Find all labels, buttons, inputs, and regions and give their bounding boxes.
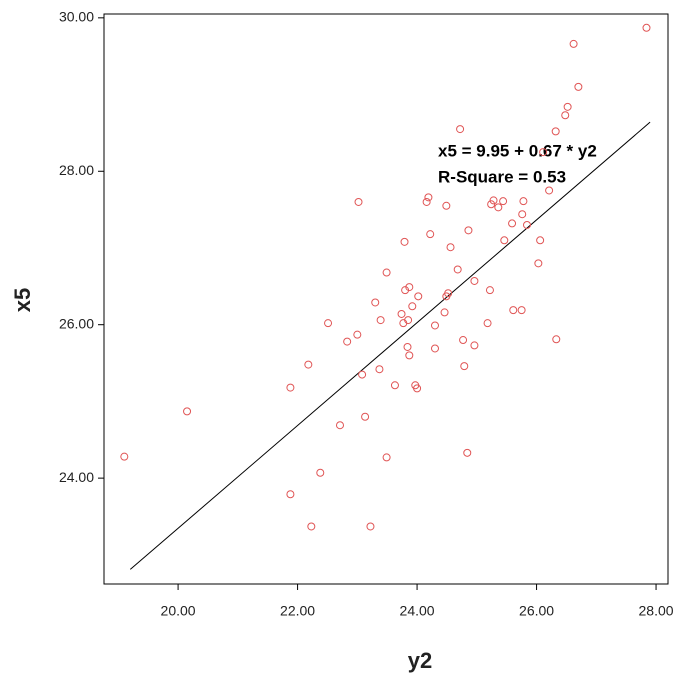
point	[397, 309, 406, 318]
x-tick-label: 22.00	[280, 603, 315, 619]
point	[390, 381, 399, 390]
point	[489, 196, 498, 205]
point	[324, 319, 333, 328]
point	[485, 286, 494, 295]
point	[642, 23, 651, 32]
point	[456, 125, 465, 134]
point	[307, 522, 316, 531]
point	[424, 193, 433, 202]
point	[403, 342, 412, 351]
point	[499, 197, 508, 206]
point	[536, 236, 545, 245]
point	[534, 259, 543, 268]
point	[545, 186, 554, 195]
point	[376, 316, 385, 325]
point	[444, 289, 453, 298]
y-tick-label: 26.00	[59, 315, 94, 331]
point	[470, 276, 479, 285]
point	[552, 335, 561, 344]
regression-line	[129, 121, 651, 570]
point	[442, 201, 451, 210]
point	[413, 384, 422, 393]
point	[519, 197, 528, 206]
point	[354, 197, 363, 206]
point	[539, 148, 548, 157]
y-tick-label: 28.00	[59, 162, 94, 178]
point	[563, 102, 572, 111]
point	[335, 421, 344, 430]
point	[569, 39, 578, 48]
r-square: R-Square = 0.53	[438, 167, 566, 186]
point	[430, 344, 439, 353]
point	[408, 302, 417, 311]
point	[561, 111, 570, 120]
point	[483, 319, 492, 328]
point	[500, 236, 509, 245]
point	[494, 203, 503, 212]
point	[574, 82, 583, 91]
point	[316, 468, 325, 477]
point	[343, 337, 352, 346]
point	[518, 210, 527, 219]
point	[304, 360, 313, 369]
point	[366, 522, 375, 531]
point	[405, 283, 414, 292]
point	[517, 306, 526, 315]
point	[464, 226, 473, 235]
point	[382, 453, 391, 462]
point	[463, 448, 472, 457]
x-tick-label: 26.00	[519, 603, 554, 619]
point	[509, 306, 518, 315]
point	[422, 197, 431, 206]
point	[286, 490, 295, 499]
y-tick-label: 24.00	[59, 469, 94, 485]
point	[426, 230, 435, 239]
point	[523, 220, 531, 229]
x-tick-label: 28.00	[639, 603, 674, 619]
point	[375, 365, 384, 374]
plot-frame	[103, 13, 669, 585]
equation: x5 = 9.95 + 0.67 * y2	[438, 141, 597, 160]
point	[430, 321, 439, 330]
point	[404, 316, 413, 325]
point	[353, 330, 362, 339]
point	[405, 351, 414, 360]
point	[400, 237, 409, 246]
x-axis-label: y2	[408, 648, 432, 673]
point	[414, 292, 423, 301]
y-axis-label: x5	[10, 288, 35, 312]
point	[286, 383, 295, 392]
point	[440, 308, 449, 317]
point	[183, 407, 192, 416]
point	[460, 362, 469, 371]
point	[508, 219, 517, 228]
point	[470, 341, 479, 350]
point	[120, 452, 129, 461]
point	[459, 336, 468, 345]
point	[551, 127, 560, 136]
point	[453, 265, 462, 274]
point	[382, 268, 391, 277]
x-tick-label: 20.00	[161, 603, 196, 619]
point	[371, 298, 380, 307]
x-tick-label: 24.00	[400, 603, 435, 619]
point	[361, 412, 370, 421]
point	[358, 370, 367, 379]
y-tick-label: 30.00	[59, 9, 94, 25]
point	[446, 243, 455, 252]
